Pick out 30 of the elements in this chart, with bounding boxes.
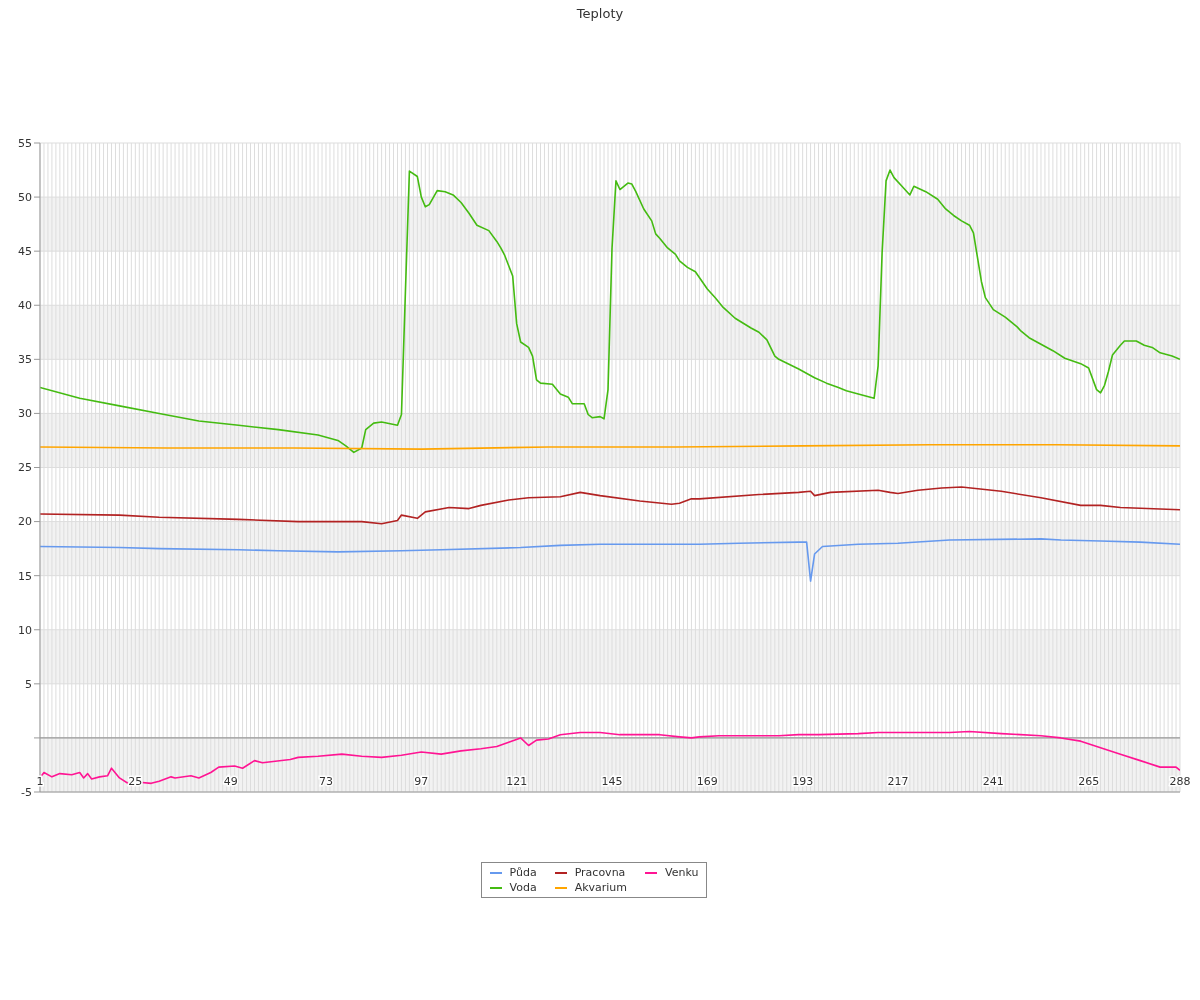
legend-label: Pracovna xyxy=(574,866,626,879)
x-tick-label: 49 xyxy=(223,774,238,788)
y-tick-label: 5 xyxy=(25,677,32,691)
y-tick-label: -5 xyxy=(21,785,32,799)
legend-label: Voda xyxy=(509,881,537,894)
legend-label: Venku xyxy=(665,866,699,879)
x-tick-label: 73 xyxy=(318,774,333,788)
y-tick-label: 15 xyxy=(18,569,32,583)
legend-label: Akvarium xyxy=(574,881,628,894)
x-tick-label: 217 xyxy=(887,774,909,788)
chart-title: Teploty xyxy=(575,6,625,21)
x-tick-label: 241 xyxy=(982,774,1004,788)
y-tick-label: 20 xyxy=(18,515,32,529)
y-tick-label: 45 xyxy=(18,245,32,259)
y-tick-label: 10 xyxy=(18,623,32,637)
x-tick-label: 193 xyxy=(792,774,814,788)
y-tick-label: 35 xyxy=(18,353,32,367)
x-tick-label: 121 xyxy=(506,774,528,788)
y-tick-label: 25 xyxy=(18,461,32,475)
legend-label: Půda xyxy=(509,866,537,879)
x-tick-label: 288 xyxy=(1169,774,1191,788)
x-tick-label: 169 xyxy=(696,774,718,788)
y-tick-label: 55 xyxy=(18,136,32,150)
y-tick-label: 50 xyxy=(18,190,32,204)
x-tick-label: 1 xyxy=(36,774,44,788)
x-tick-label: 97 xyxy=(414,774,429,788)
x-tick-label: 145 xyxy=(601,774,623,788)
x-tick-label: 265 xyxy=(1078,774,1100,788)
y-tick-label: 30 xyxy=(18,407,32,421)
y-tick-label: 40 xyxy=(18,299,32,313)
